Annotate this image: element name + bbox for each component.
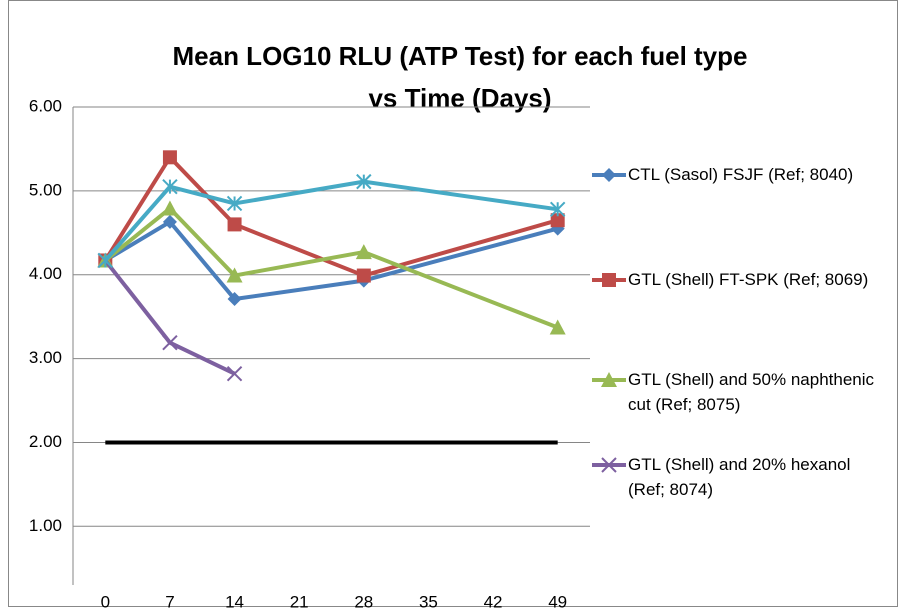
- data-point: [549, 319, 566, 335]
- data-point: [226, 195, 243, 212]
- legend-label: CTL (Sasol) FSJF (Ref; 8040): [628, 165, 854, 184]
- data-point: [549, 201, 566, 218]
- legend-marker: [601, 457, 617, 473]
- x-tick-label: 0: [101, 592, 110, 608]
- data-point: [97, 252, 114, 269]
- chart-title: vs Time (Days): [368, 83, 551, 113]
- x-tick-label: 21: [290, 592, 309, 608]
- legend-label: GTL (Shell) and 20% hexanol (Ref; 8074): [628, 455, 851, 499]
- x-tick-label: 42: [484, 592, 503, 608]
- legend-marker: [601, 372, 617, 387]
- y-tick-label: 3.00: [29, 348, 62, 367]
- x-tick-label: 28: [354, 592, 373, 608]
- chart-border: [8, 0, 898, 607]
- y-tick-label: 2.00: [29, 432, 62, 451]
- legend-marker: [602, 273, 616, 287]
- x-tick-label: 49: [548, 592, 567, 608]
- data-point: [162, 334, 178, 351]
- data-point: [356, 173, 372, 190]
- data-point: [162, 178, 178, 195]
- legend-marker: [602, 168, 616, 182]
- legend-label: GTL (Shell) FT-SPK (Ref; 8069): [628, 270, 869, 289]
- x-tick-label: 7: [165, 592, 174, 608]
- data-point: [226, 267, 243, 283]
- data-point: [227, 217, 242, 232]
- data-point: [162, 150, 177, 165]
- data-point: [550, 213, 565, 228]
- legend-label: GTL (Shell) and 50% naphthenic cut (Ref;…: [628, 370, 875, 414]
- data-point: [356, 268, 371, 283]
- data-point: [355, 244, 372, 260]
- chart-title: Mean LOG10 RLU (ATP Test) for each fuel …: [173, 41, 748, 71]
- y-tick-label: 1.00: [29, 516, 62, 535]
- x-tick-label: 35: [419, 592, 438, 608]
- data-point: [226, 365, 243, 382]
- y-tick-label: 6.00: [29, 96, 62, 115]
- data-point: [161, 200, 178, 216]
- x-tick-label: 14: [225, 592, 244, 608]
- data-point: [227, 292, 242, 307]
- y-tick-label: 5.00: [29, 180, 62, 199]
- data-point: [162, 214, 177, 229]
- y-tick-label: 4.00: [29, 264, 62, 283]
